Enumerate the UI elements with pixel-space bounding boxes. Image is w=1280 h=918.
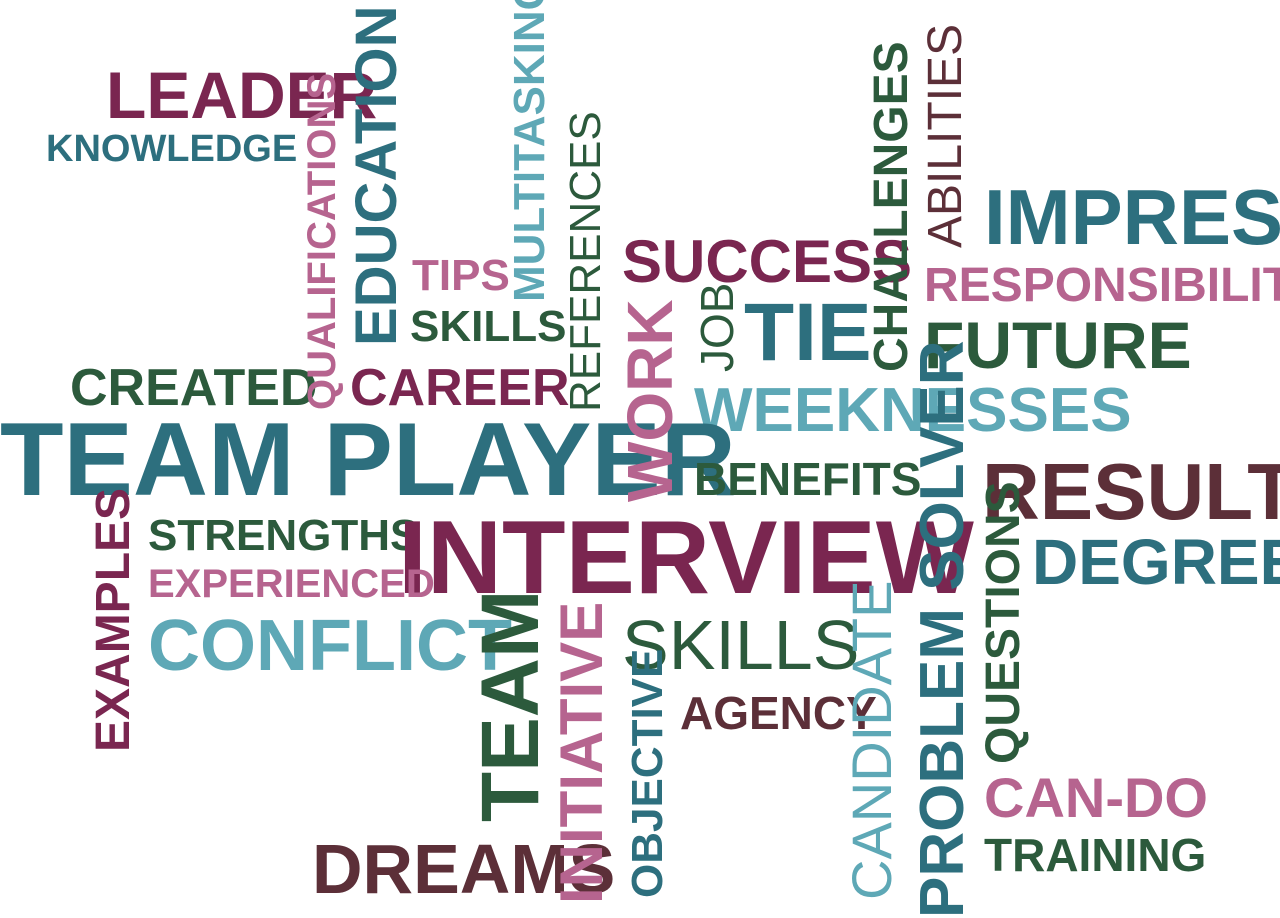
- word-tips: TIPS: [412, 251, 510, 300]
- word-job: JOB: [691, 282, 743, 372]
- word-benefits: BENEFITS: [694, 453, 922, 505]
- word-examples: EXAMPLES: [87, 487, 140, 752]
- word-skills-large: SKILLS: [622, 606, 860, 684]
- word-leader: LEADER: [106, 58, 378, 132]
- word-responsibility: RESPONSIBILITY: [924, 259, 1280, 312]
- word-interview: INTERVIEW: [398, 500, 974, 616]
- word-impress: IMPRESS: [984, 173, 1280, 261]
- word-team-player: TEAM PLAYER: [0, 402, 736, 518]
- word-qualifications: QUALIFICATIONS: [300, 72, 344, 410]
- word-challenges: CHALLENGES: [865, 41, 918, 372]
- word-agency: AGENCY: [680, 687, 877, 739]
- word-multitasking: MULTITASKING: [505, 0, 554, 302]
- word-references: REFERENCES: [561, 111, 610, 412]
- word-objective: OBJECTIVE: [623, 648, 672, 898]
- word-education: EDUCATION: [344, 5, 409, 346]
- word-team: TEAM: [465, 589, 556, 822]
- word-degree: DEGREE: [1032, 526, 1280, 598]
- word-questions: QUESTIONS: [977, 481, 1030, 764]
- word-career: CAREER: [350, 359, 570, 417]
- word-created: CREATED: [70, 359, 318, 417]
- word-initiative: INITIATIVE: [548, 601, 615, 904]
- word-dreams: DREAMS: [312, 830, 616, 908]
- word-tie: TIE: [744, 287, 872, 378]
- word-conflict: CONFLICT: [148, 606, 512, 686]
- word-future: FUTURE: [924, 308, 1192, 382]
- word-abilities: ABILITIES: [919, 23, 972, 248]
- word-experienced: EXPERIENCED: [148, 562, 435, 606]
- word-training: TRAINING: [984, 829, 1207, 881]
- word-weeknesses: WEEKNESSES: [694, 376, 1132, 445]
- word-problem-solver: PROBLEM SOLVER: [908, 340, 977, 918]
- word-strengths: STRENGTHS: [148, 511, 420, 560]
- word-work: WORK: [614, 299, 686, 502]
- word-can-do: CAN-DO: [984, 766, 1208, 829]
- word-success: SUCCESS: [622, 228, 913, 295]
- word-candidate: CANDIDATE: [840, 580, 903, 900]
- word-knowledge: KNOWLEDGE: [46, 128, 298, 170]
- word-skills-small: SKILLS: [410, 302, 567, 351]
